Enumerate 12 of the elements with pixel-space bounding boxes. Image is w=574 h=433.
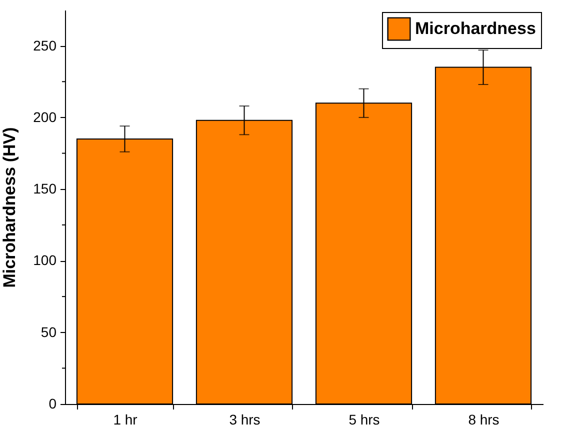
x-tick-label: 3 hrs <box>229 412 260 428</box>
y-tick-label: 200 <box>33 108 57 125</box>
legend-label: Microhardness <box>415 19 536 38</box>
x-tick-label: 8 hrs <box>468 412 500 428</box>
y-tick-label: 250 <box>33 37 57 54</box>
y-tick-label: 150 <box>33 180 57 197</box>
y-tick-label: 50 <box>40 324 57 340</box>
x-tick-label: 5 hrs <box>348 412 380 428</box>
y-tick-label: 0 <box>48 396 57 412</box>
x-tick-label: 1 hr <box>113 412 138 428</box>
y-axis-title: Microhardness (HV) <box>0 127 20 288</box>
y-tick-label: 100 <box>33 252 57 268</box>
